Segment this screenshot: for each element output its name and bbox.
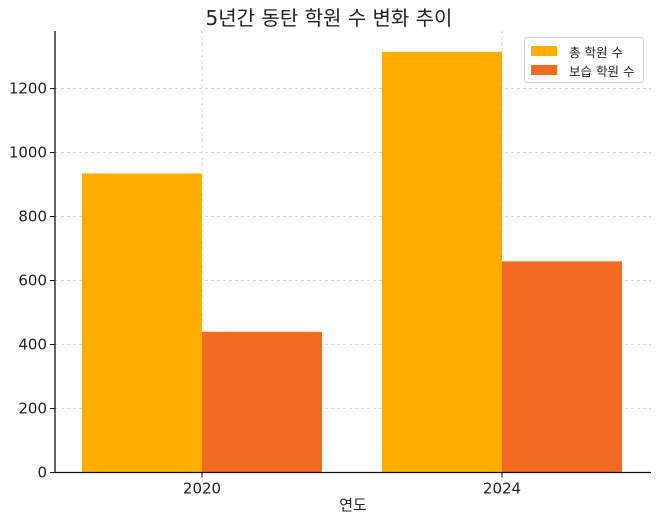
legend-item-tutoring: 보습 학원 수 [531, 63, 635, 79]
y-tick-label: 400 [18, 336, 47, 354]
legend-swatch-tutoring [531, 65, 557, 75]
x-ticks: 2020 2024 [183, 472, 521, 498]
bar-2024-tutoring [502, 261, 622, 473]
y-tick-label: 800 [18, 208, 47, 226]
chart-title: 5년간 동탄 학원 수 변화 추이 [205, 6, 453, 30]
bar-2020-total [82, 173, 202, 473]
bar-2020-tutoring [202, 331, 322, 473]
legend-label-total: 총 학원 수 [569, 44, 623, 60]
bar-2024-total [382, 51, 502, 473]
bars [82, 51, 622, 473]
legend-item-total: 총 학원 수 [531, 44, 623, 60]
y-tick-label: 200 [18, 400, 47, 418]
y-tick-label: 1000 [9, 144, 47, 162]
y-tick-label: 0 [37, 464, 47, 482]
legend: 총 학원 수 보습 학원 수 [524, 37, 644, 83]
x-tick-label: 2024 [483, 480, 521, 498]
y-tick-label: 600 [18, 272, 47, 290]
legend-label-tutoring: 보습 학원 수 [569, 63, 635, 79]
legend-swatch-total [531, 46, 557, 56]
axes [54, 31, 651, 474]
y-ticks: 0 200 400 600 800 1000 1200 [9, 80, 55, 482]
x-axis-label: 연도 [339, 496, 367, 514]
x-tick-label: 2020 [183, 480, 221, 498]
y-tick-label: 1200 [9, 80, 47, 98]
